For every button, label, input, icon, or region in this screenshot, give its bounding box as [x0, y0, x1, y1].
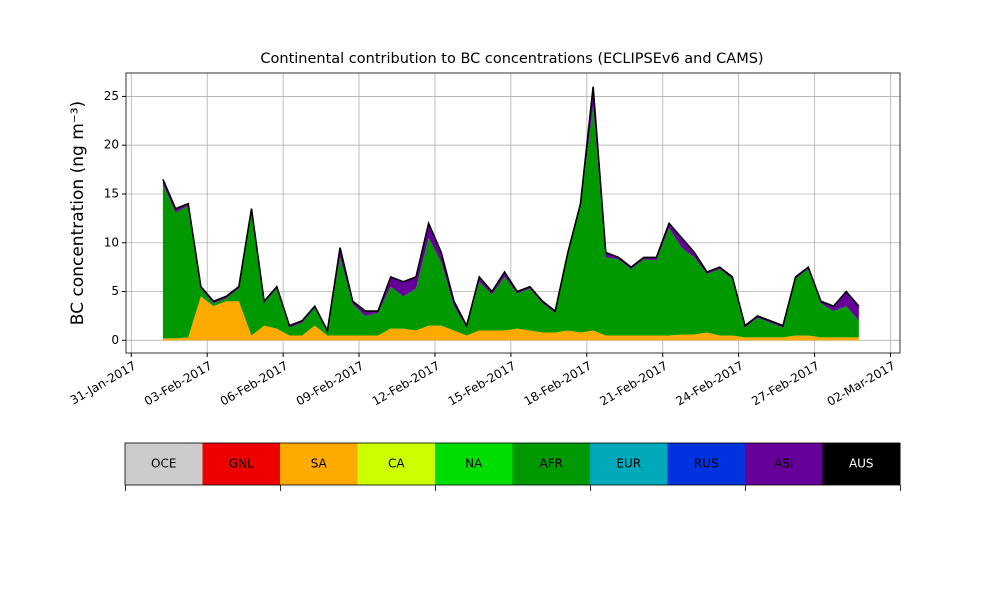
x-tick-label: 06-Feb-2017	[218, 359, 291, 409]
colorbar-label: CA	[388, 457, 405, 471]
colorbar-cell	[125, 443, 203, 485]
x-tick-label: 02-Mar-2017	[825, 359, 898, 409]
chart-title: Continental contribution to BC concentra…	[260, 51, 763, 67]
y-tick-label: 15	[104, 186, 119, 200]
y-tick-label: 0	[111, 333, 119, 347]
total-outline	[162, 86, 860, 334]
colorbar-label: SA	[311, 457, 328, 471]
y-axis-label: BC concentration (ng m⁻³)	[68, 101, 88, 325]
colorbar-label: ASI	[774, 457, 793, 471]
colorbar-cell	[512, 443, 591, 485]
y-tick-label: 10	[104, 235, 119, 249]
colorbar-label: OCE	[151, 457, 176, 471]
x-tick-label: 27-Feb-2017	[749, 359, 822, 409]
y-tick-label: 5	[111, 284, 119, 298]
x-tick-label: 15-Feb-2017	[446, 359, 519, 409]
x-tick-label: 24-Feb-2017	[673, 359, 746, 409]
colorbar-label: AUS	[849, 457, 874, 471]
colorbar-cell	[202, 443, 281, 485]
y-tick-label: 25	[104, 89, 119, 103]
colorbar-cell	[435, 443, 513, 485]
colorbar-label: NA	[465, 457, 483, 471]
area	[162, 296, 859, 341]
colorbar-frame	[124, 442, 901, 486]
x-tick-label: 31-Jan-2017	[68, 359, 139, 408]
y-tick-label: 20	[104, 138, 119, 152]
colorbar-cell	[280, 443, 358, 485]
x-tick-label: 09-Feb-2017	[294, 359, 367, 409]
colorbar-label: RUS	[694, 457, 719, 471]
x-tick-label: 18-Feb-2017	[521, 359, 594, 409]
colorbar-label: GNL	[229, 457, 254, 471]
plot-frame	[125, 72, 901, 354]
x-tick-label: 21-Feb-2017	[597, 359, 670, 409]
colorbar-cell	[590, 443, 668, 485]
colorbar-label: EUR	[616, 457, 641, 471]
colorbar-cell	[357, 443, 436, 485]
area	[162, 106, 859, 339]
colorbar-cell	[822, 443, 901, 485]
colorbar-ticks	[125, 485, 901, 491]
colorbar-label: AFR	[540, 457, 563, 471]
x-tick-label: 03-Feb-2017	[142, 359, 215, 409]
colorbar-cell	[745, 443, 823, 485]
colorbar-cell	[667, 443, 746, 485]
x-tick-label: 12-Feb-2017	[370, 359, 443, 409]
